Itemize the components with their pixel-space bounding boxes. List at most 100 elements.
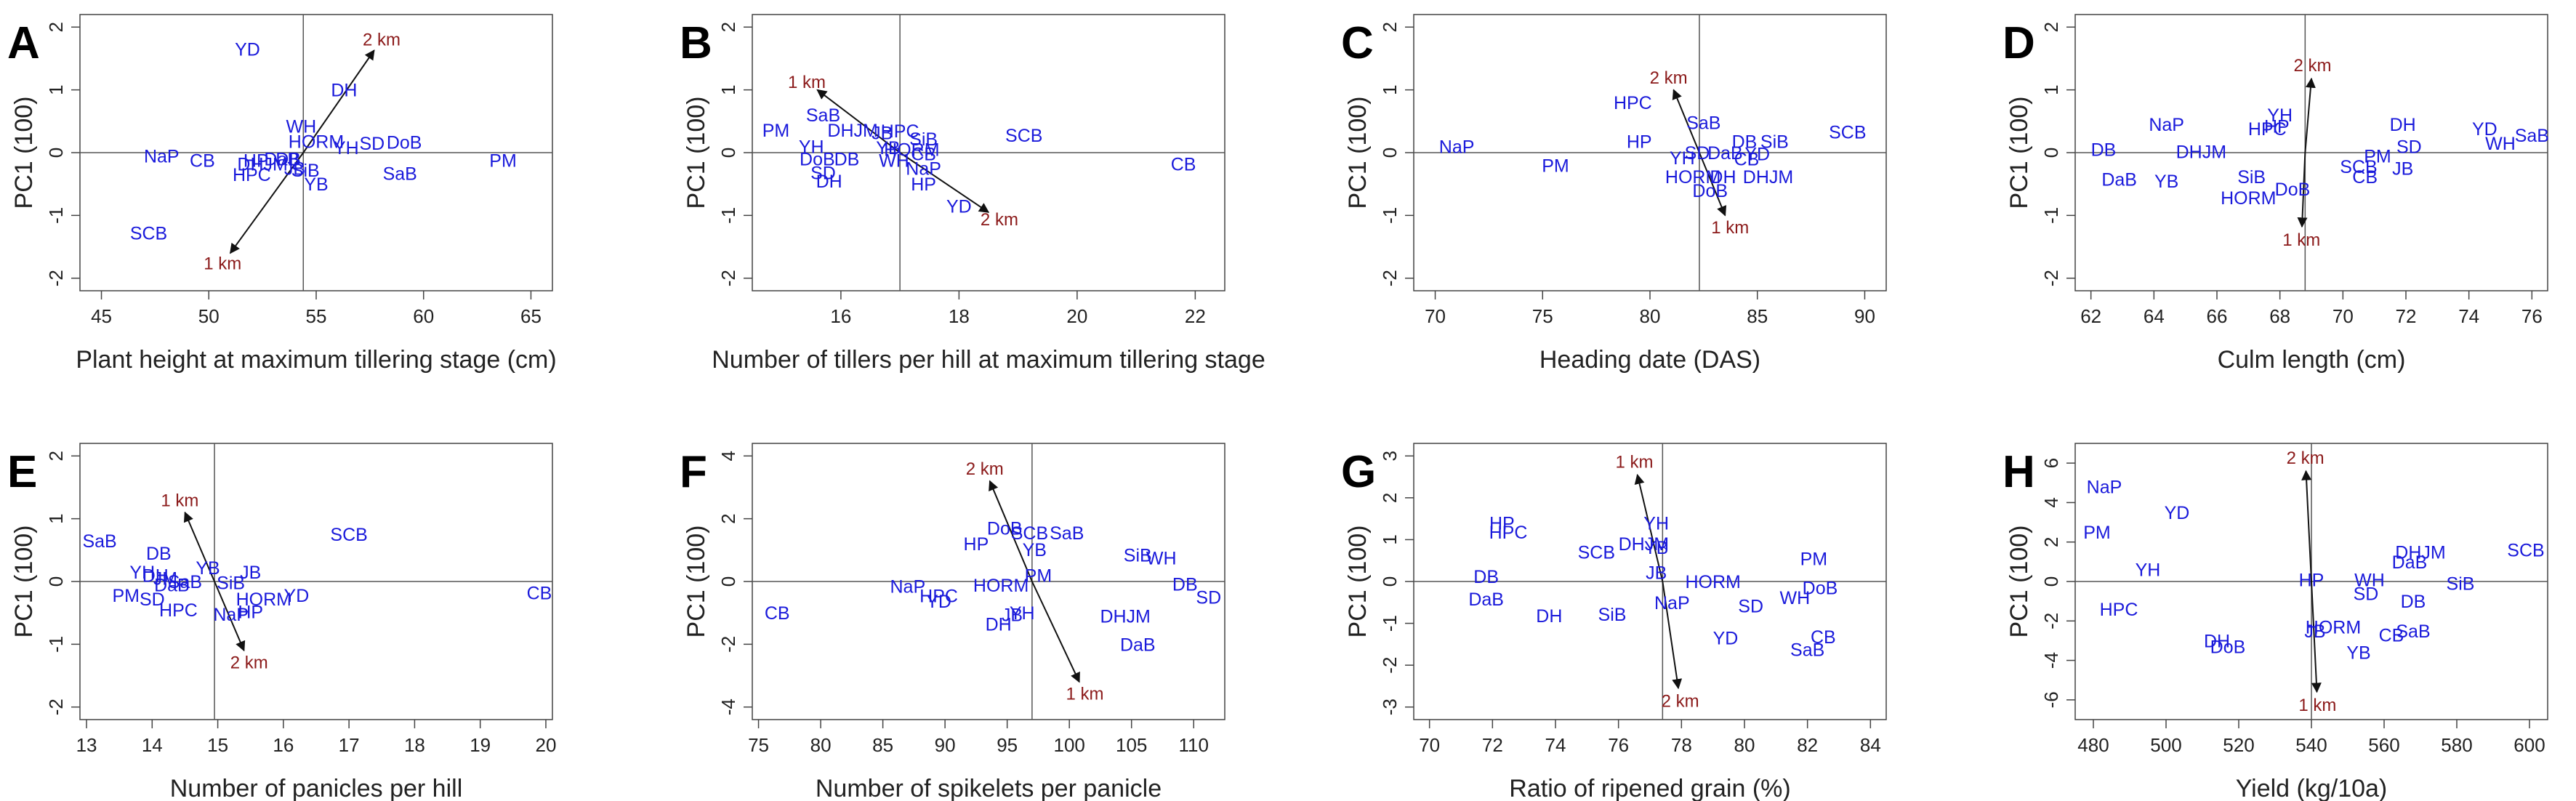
point-label: DHJM (237, 155, 287, 175)
x-tick-label: 75 (748, 734, 769, 756)
point-label: HP (2264, 117, 2290, 137)
point-label: SiB (217, 573, 245, 594)
y-tick-label: -2 (717, 270, 739, 286)
vector-arrow (229, 152, 305, 254)
y-tick-label: 2 (45, 451, 67, 461)
vector-label: 1 km (2298, 696, 2336, 715)
point-label: DaB (264, 150, 299, 170)
x-tick-label: 85 (872, 734, 893, 756)
vector-arrow (2311, 581, 2322, 693)
panel-letter: G (1341, 447, 1376, 497)
x-tick-label: 480 (2077, 734, 2109, 756)
x-tick-label: 22 (1185, 305, 1206, 327)
point-label: SCB (1011, 523, 1048, 544)
panel-F: F 75 80 85 90 95 100 105 110 -4 -2 0 2 4 Number of spi… (680, 443, 1225, 801)
x-tick-label: 66 (2207, 305, 2228, 327)
vector-arrow (2304, 77, 2316, 153)
point-label: DB (1172, 574, 1198, 595)
point-label: PM (1025, 565, 1052, 586)
point-label: YB (196, 558, 220, 579)
point-label: DaB (154, 575, 190, 595)
y-axis-title: PC1 (100) (1344, 97, 1372, 209)
point-label: DoB (2210, 637, 2246, 658)
point-label: HP (1627, 132, 1652, 152)
y-tick-label: -2 (2040, 270, 2062, 286)
vector-group: 1 km 2 km (1616, 453, 1699, 712)
y-tick-label: -2 (1379, 270, 1401, 286)
point-label: DHJM (827, 121, 877, 141)
point-label: YB (1644, 538, 1668, 558)
point-label: PM (2083, 523, 2111, 543)
y-tick-label: -2 (1379, 657, 1401, 674)
point-label: NaP (2087, 478, 2122, 498)
point-label: SaB (168, 572, 202, 592)
point-label: YH (2267, 105, 2293, 126)
x-axis: 75 80 85 90 95 100 105 110 (748, 720, 1209, 756)
point-label: HP (1489, 513, 1515, 534)
point-label: NaP (2149, 115, 2184, 135)
point-label: SCB (130, 224, 167, 244)
point-label: SCB (2507, 541, 2544, 561)
x-tick-label: 13 (76, 734, 97, 756)
vector-label: 2 km (230, 653, 268, 673)
x-axis-title: Culm length (cm) (2218, 346, 2406, 374)
point-label: HORM (973, 576, 1029, 596)
x-tick-label: 580 (2441, 734, 2472, 756)
y-axis: -2 -1 0 1 2 (45, 451, 80, 715)
point-label: NaP (1654, 593, 1690, 613)
point-label: HORM (884, 140, 939, 161)
point-label: DB (834, 150, 860, 170)
x-tick-label: 78 (1671, 734, 1692, 756)
vector-group: 1 km 2 km (161, 491, 267, 672)
x-tick-label: 50 (198, 305, 220, 327)
y-tick-label: 0 (717, 148, 739, 158)
x-axis-title: Plant height at maximum tillering stage … (76, 346, 556, 374)
point-label: CB (1734, 150, 1760, 170)
x-tick-label: 65 (520, 305, 542, 327)
point-label: NaP (890, 576, 925, 597)
point-label: CB (765, 603, 790, 624)
y-tick-label: -1 (45, 636, 67, 653)
panel-G: G 70 72 74 76 78 80 82 84 -3 -2 -1 0 1 2 3 Ratio of ripe… (1341, 443, 1887, 801)
y-tick-label: 0 (1379, 576, 1401, 587)
point-label: JB (1646, 563, 1667, 583)
point-label: DB (275, 150, 301, 170)
y-tick-label: -2 (717, 636, 739, 653)
x-tick-label: 85 (1747, 305, 1768, 327)
point-label: HPC (159, 600, 198, 621)
point-label: WH (1146, 549, 1177, 569)
point-label: DH (1710, 167, 1736, 188)
point-label: HORM (1685, 572, 1740, 592)
panel-letter: A (7, 18, 40, 68)
point-label: SD (1738, 596, 1763, 616)
x-tick-label: 18 (404, 734, 425, 756)
point-label: DH (142, 565, 169, 586)
point-label: CB (2379, 625, 2404, 645)
y-tick-label: -4 (717, 699, 739, 715)
point-label: SD (1685, 143, 1710, 164)
point-label: SaB (1790, 640, 1824, 660)
point-label: YD (926, 592, 951, 612)
x-axis-title: Number of tillers per hill at maximum ti… (712, 346, 1265, 374)
y-tick-label: -3 (1379, 699, 1401, 715)
vector-label: 1 km (788, 73, 826, 92)
point-label: NaP (906, 159, 941, 180)
point-label: PM (489, 150, 517, 171)
point-label: SaB (1686, 113, 1720, 134)
y-axis: -2 -1 0 1 2 (717, 22, 752, 286)
point-label: SaB (82, 531, 116, 552)
point-label: YD (235, 40, 260, 60)
y-tick-label: 0 (717, 576, 739, 587)
y-axis: -2 -1 0 1 2 (2040, 22, 2075, 286)
x-axis: 62 64 66 68 70 72 74 76 (2080, 291, 2543, 327)
panel-H: H 480 500 520 540 560 580 600 -6 -4 -2 0 2 4 6 Yield (k… (2003, 443, 2548, 801)
x-tick-label: 74 (1545, 734, 1566, 756)
x-tick-label: 70 (1419, 734, 1440, 756)
y-tick-label: 2 (717, 22, 739, 32)
point-label: CB (2352, 167, 2378, 188)
point-label: SCB (1578, 543, 1615, 563)
y-axis-title: PC1 (100) (10, 526, 38, 638)
point-label: DHJM (1619, 534, 1669, 555)
point-label: WH (1780, 588, 1811, 608)
vector-label: 1 km (1616, 453, 1654, 472)
